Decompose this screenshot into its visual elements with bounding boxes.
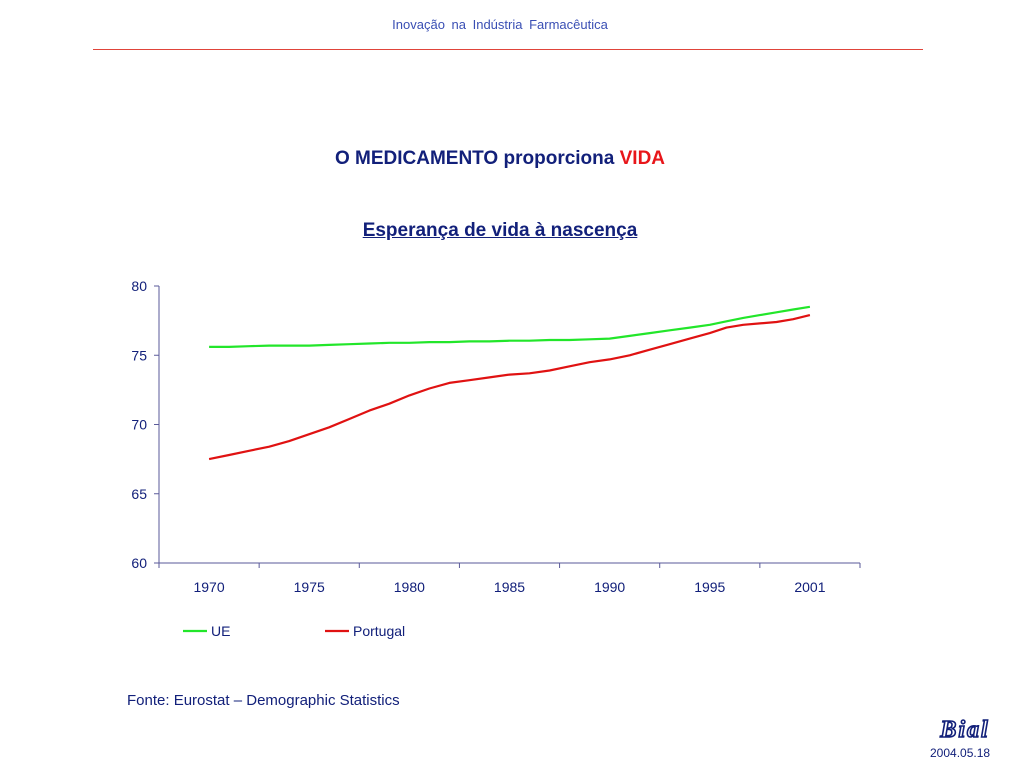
chart-legend: UE Portugal	[183, 623, 405, 639]
x-tick-label: 1970	[193, 579, 224, 595]
y-tick-label: 65	[131, 486, 147, 502]
y-tick-label: 70	[131, 417, 147, 433]
y-tick-label: 60	[131, 555, 147, 571]
y-tick-label: 75	[131, 347, 147, 363]
x-tick-label: 1985	[494, 579, 525, 595]
source-note: Fonte: Eurostat – Demographic Statistics	[127, 692, 400, 709]
slide-title-highlight: VIDA	[619, 148, 666, 169]
x-tick-label: 2001	[794, 579, 825, 595]
chart-title: Esperança de vida à nascença	[362, 220, 638, 241]
series-line-portugal	[208, 314, 811, 461]
legend-label-portugal: Portugal	[353, 623, 405, 639]
x-tick-label: 1995	[694, 579, 725, 595]
y-tick-label: 80	[131, 278, 147, 294]
slide-title-main: O MEDICAMENTO proporciona	[334, 148, 620, 169]
slide-title: O MEDICAMENTO proporciona VIDA	[0, 148, 1000, 170]
bial-logo-text: Bial	[939, 717, 989, 742]
header-rule	[93, 49, 923, 50]
header-title: Inovação na Indústria Farmacêutica	[392, 17, 608, 32]
x-tick-label: 1980	[394, 579, 425, 595]
x-tick-label: 1975	[294, 579, 325, 595]
series-line-ue	[209, 305, 811, 348]
chart-series	[208, 305, 811, 461]
legend-label-ue: UE	[211, 623, 230, 639]
x-tick-label: 1990	[594, 579, 625, 595]
slide-date: 2004.05.18	[930, 746, 991, 760]
bial-logo: Bial	[939, 716, 989, 742]
chart-axes: 60 65 70 75 80 1970 1975 1980 1985 1990 1995 2001	[131, 278, 861, 595]
